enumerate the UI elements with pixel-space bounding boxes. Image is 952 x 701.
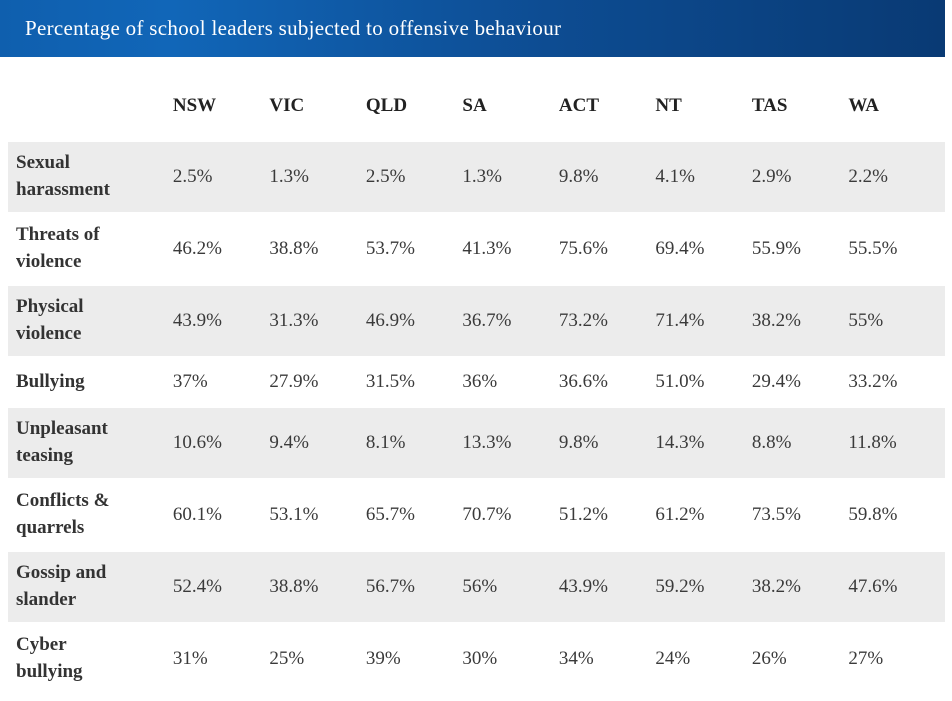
value-cell-nsw: 43.9%	[172, 286, 270, 358]
value-cell-wa: 11.8%	[848, 408, 945, 480]
value-cell-sa: 13.3%	[462, 408, 559, 480]
value-cell-qld: 46.9%	[365, 286, 463, 358]
row-label: Physical violence	[8, 286, 173, 358]
table-row: Gossip and slander 52.4% 38.8% 56.7% 56% 43.9…	[8, 552, 945, 624]
value-cell-sa: 70.7%	[462, 480, 559, 552]
column-header-nt: NT	[655, 70, 752, 142]
table-body: Sexual harassment 2.5% 1.3% 2.5% 1.3% 9.8% 4.1…	[8, 142, 945, 696]
value-cell-act: 43.9%	[558, 552, 656, 624]
corner-cell	[8, 70, 173, 142]
table-row: Bullying 37% 27.9% 31.5% 36% 36.6% 51.0% 29.4% 3…	[8, 358, 945, 408]
value-cell-wa: 59.8%	[848, 480, 945, 552]
value-cell-tas: 38.2%	[751, 552, 849, 624]
value-cell-nsw: 10.6%	[172, 408, 270, 480]
table-header: NSW VIC QLD SA ACT NT TAS WA	[8, 70, 945, 142]
value-cell-vic: 9.4%	[269, 408, 366, 480]
value-cell-vic: 1.3%	[269, 142, 366, 214]
value-cell-wa: 47.6%	[848, 552, 945, 624]
value-cell-nsw: 60.1%	[172, 480, 270, 552]
value-cell-wa: 2.2%	[848, 142, 945, 214]
row-label: Cyber bullying	[8, 624, 173, 696]
row-label: Unpleasant teasing	[8, 408, 173, 480]
table-row: Unpleasant teasing 10.6% 9.4% 8.1% 13.3% 9.8%…	[8, 408, 945, 480]
value-cell-sa: 41.3%	[462, 214, 559, 286]
value-cell-nt: 4.1%	[655, 142, 752, 214]
value-cell-act: 9.8%	[558, 408, 656, 480]
value-cell-vic: 53.1%	[269, 480, 366, 552]
value-cell-nt: 69.4%	[655, 214, 752, 286]
value-cell-vic: 38.8%	[269, 214, 366, 286]
table-row: Physical violence 43.9% 31.3% 46.9% 36.7% 73.…	[8, 286, 945, 358]
value-cell-nt: 14.3%	[655, 408, 752, 480]
value-cell-nt: 71.4%	[655, 286, 752, 358]
value-cell-wa: 33.2%	[848, 358, 945, 408]
page-title: Percentage of school leaders subjected t…	[25, 16, 562, 40]
row-label: Threats of violence	[8, 214, 173, 286]
offensive-behaviour-table: NSW VIC QLD SA ACT NT TAS WA Sexual harassment 2…	[8, 70, 945, 696]
value-cell-sa: 36.7%	[462, 286, 559, 358]
value-cell-tas: 8.8%	[751, 408, 849, 480]
value-cell-nt: 59.2%	[655, 552, 752, 624]
value-cell-qld: 31.5%	[365, 358, 463, 408]
value-cell-nsw: 52.4%	[172, 552, 270, 624]
value-cell-tas: 29.4%	[751, 358, 849, 408]
title-bar: Percentage of school leaders subjected t…	[0, 0, 945, 57]
row-label: Sexual harassment	[8, 142, 173, 214]
value-cell-nt: 24%	[655, 624, 752, 696]
value-cell-act: 75.6%	[558, 214, 656, 286]
column-header-wa: WA	[848, 70, 945, 142]
value-cell-act: 9.8%	[558, 142, 656, 214]
table-row: Cyber bullying 31% 25% 39% 30% 34% 24% 26% 27%	[8, 624, 945, 696]
value-cell-tas: 26%	[751, 624, 849, 696]
value-cell-tas: 55.9%	[751, 214, 849, 286]
value-cell-vic: 31.3%	[269, 286, 366, 358]
row-label: Bullying	[8, 358, 173, 408]
column-header-tas: TAS	[751, 70, 849, 142]
offensive-behaviour-table-wrap: NSW VIC QLD SA ACT NT TAS WA Sexual harassment 2…	[8, 70, 945, 696]
value-cell-sa: 30%	[462, 624, 559, 696]
table-row: Sexual harassment 2.5% 1.3% 2.5% 1.3% 9.8% 4.1…	[8, 142, 945, 214]
column-header-nsw: NSW	[172, 70, 270, 142]
value-cell-nt: 51.0%	[655, 358, 752, 408]
column-header-qld: QLD	[365, 70, 463, 142]
table-row: Conflicts & quarrels 60.1% 53.1% 65.7% 70.7%…	[8, 480, 945, 552]
value-cell-nsw: 46.2%	[172, 214, 270, 286]
value-cell-qld: 8.1%	[365, 408, 463, 480]
value-cell-qld: 56.7%	[365, 552, 463, 624]
value-cell-act: 73.2%	[558, 286, 656, 358]
row-label: Gossip and slander	[8, 552, 173, 624]
value-cell-qld: 39%	[365, 624, 463, 696]
value-cell-qld: 2.5%	[365, 142, 463, 214]
value-cell-sa: 36%	[462, 358, 559, 408]
value-cell-vic: 27.9%	[269, 358, 366, 408]
table-row: Threats of violence 46.2% 38.8% 53.7% 41.3% 7…	[8, 214, 945, 286]
header-row: NSW VIC QLD SA ACT NT TAS WA	[8, 70, 945, 142]
column-header-sa: SA	[462, 70, 559, 142]
row-label: Conflicts & quarrels	[8, 480, 173, 552]
value-cell-wa: 55.5%	[848, 214, 945, 286]
value-cell-act: 34%	[558, 624, 656, 696]
value-cell-nsw: 31%	[172, 624, 270, 696]
column-header-vic: VIC	[269, 70, 366, 142]
value-cell-tas: 2.9%	[751, 142, 849, 214]
value-cell-act: 36.6%	[558, 358, 656, 408]
value-cell-nsw: 37%	[172, 358, 270, 408]
value-cell-sa: 1.3%	[462, 142, 559, 214]
value-cell-tas: 73.5%	[751, 480, 849, 552]
value-cell-vic: 25%	[269, 624, 366, 696]
value-cell-wa: 27%	[848, 624, 945, 696]
value-cell-sa: 56%	[462, 552, 559, 624]
value-cell-act: 51.2%	[558, 480, 656, 552]
value-cell-tas: 38.2%	[751, 286, 849, 358]
value-cell-vic: 38.8%	[269, 552, 366, 624]
column-header-act: ACT	[558, 70, 656, 142]
value-cell-wa: 55%	[848, 286, 945, 358]
value-cell-qld: 65.7%	[365, 480, 463, 552]
value-cell-nsw: 2.5%	[172, 142, 270, 214]
value-cell-nt: 61.2%	[655, 480, 752, 552]
value-cell-qld: 53.7%	[365, 214, 463, 286]
